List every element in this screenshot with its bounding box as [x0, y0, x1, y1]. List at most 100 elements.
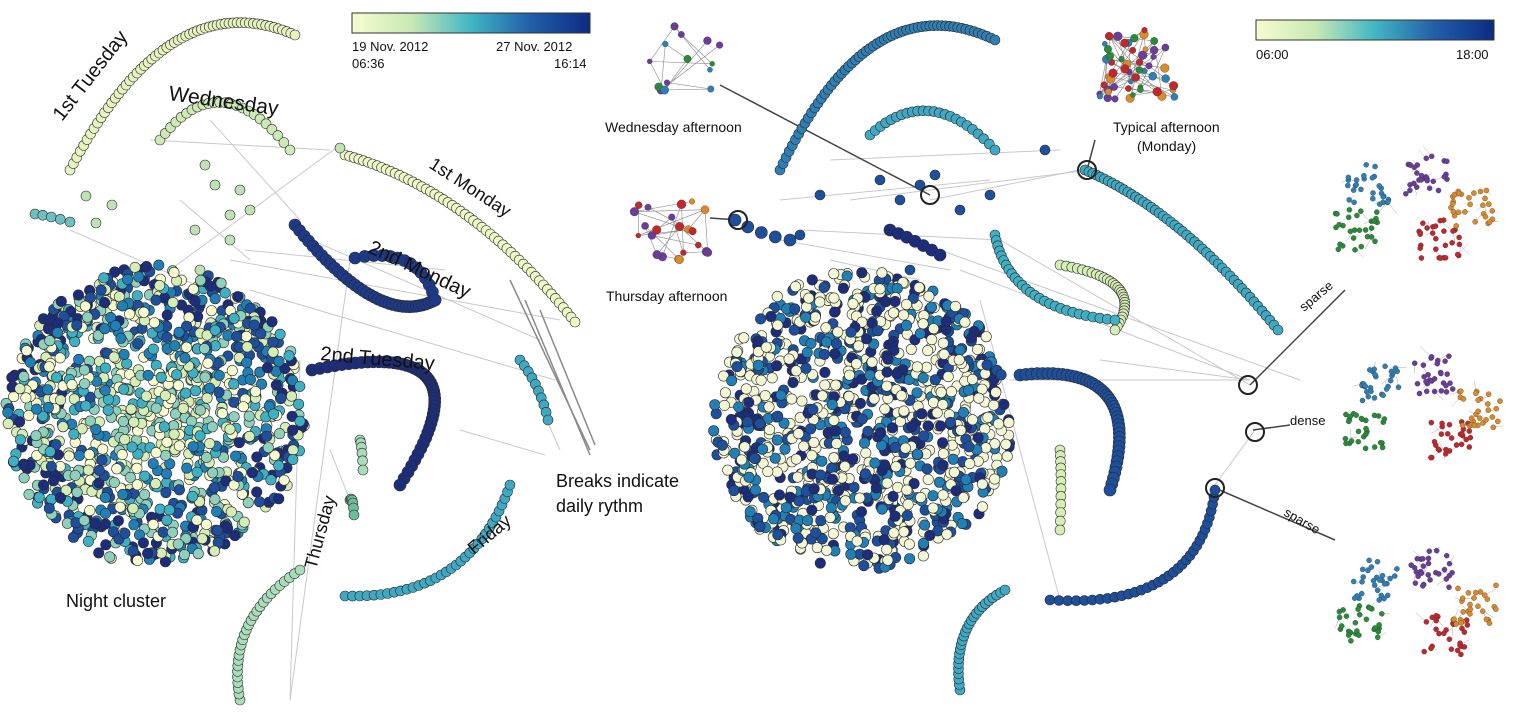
right-cluster-node: [937, 437, 949, 449]
small-node: [106, 199, 118, 211]
night-cluster-node: [54, 352, 66, 364]
right-cluster-node: [773, 489, 785, 501]
label-wednesday-afternoon: Wednesday afternoon: [605, 119, 742, 135]
night-cluster-node: [121, 358, 133, 370]
community-node-sparse-bottom: [1387, 575, 1393, 582]
community-node-sparse-bottom: [1356, 611, 1363, 618]
highlight-ring: [1205, 478, 1225, 498]
nodes-layer: [0, 17, 1503, 706]
community-node-sparse-bottom: [1356, 632, 1362, 638]
community-node-sparse-top: [1442, 255, 1449, 261]
edge: [779, 179, 991, 201]
right-cluster-node: [731, 361, 743, 373]
mini-edge: [644, 225, 658, 255]
edge: [459, 429, 546, 456]
community-node-sparse-top: [1346, 197, 1352, 203]
community-node-dense: [1439, 420, 1445, 427]
right-cluster-node: [996, 465, 1008, 477]
right-cluster-node: [881, 543, 893, 555]
right-cluster-node: [719, 387, 731, 399]
typical-afternoon-node: [1120, 64, 1130, 74]
night-cluster-node: [161, 331, 173, 343]
community-node-sparse-top: [1423, 155, 1430, 162]
night-cluster-node: [44, 446, 56, 458]
night-cluster-node: [237, 401, 249, 413]
community-node-sparse-bottom: [1461, 629, 1468, 635]
night-cluster-node: [161, 468, 173, 480]
night-cluster-node: [287, 444, 299, 456]
wednesday-afternoon-node: [716, 41, 724, 49]
community-node-sparse-bottom: [1467, 611, 1473, 617]
community-node-dense: [1363, 431, 1369, 437]
night-cluster-node: [241, 357, 253, 369]
right-cluster-node: [911, 361, 923, 373]
night-cluster-node: [112, 515, 124, 527]
thursday-afternoon-node: [641, 222, 649, 230]
community-node-dense: [1475, 397, 1481, 403]
highlight-ring: [920, 185, 940, 205]
community-node-sparse-bottom: [1433, 547, 1440, 554]
community-node-dense: [1493, 405, 1500, 412]
right-cluster-node: [931, 407, 943, 419]
night-cluster-node: [228, 312, 240, 324]
wednesday-afternoon-node: [660, 85, 669, 95]
community-node-sparse-top: [1361, 172, 1367, 179]
community-node-sparse-bottom: [1367, 605, 1373, 611]
mini-edge: [665, 43, 688, 60]
community-node-dense: [1428, 419, 1435, 426]
right-cluster-node: [839, 426, 851, 438]
right-cluster-node: [841, 270, 853, 282]
mini-edge: [1106, 58, 1165, 69]
label-breaks-line2: daily rythm: [556, 496, 643, 516]
thursday-afternoon-node: [652, 225, 662, 235]
night-cluster-node: [148, 317, 160, 329]
night-cluster-node: [173, 326, 185, 338]
community-node-sparse-bottom: [1458, 651, 1464, 658]
right-cluster-node: [889, 295, 901, 307]
night-cluster-node: [37, 410, 49, 422]
right-cluster-node: [860, 447, 872, 459]
night-cluster-node: [229, 530, 241, 542]
right-cluster-node: [926, 334, 938, 346]
community-node-sparse-bottom: [1453, 621, 1459, 627]
community-node-dense: [1434, 360, 1441, 367]
left-colorbar-end-date: 27 Nov. 2012: [496, 39, 573, 54]
right-cluster-node: [807, 403, 819, 415]
night-cluster-node: [233, 437, 245, 449]
right-cluster-node: [866, 317, 878, 329]
community-node-sparse-bottom: [1428, 645, 1434, 652]
community-node-sparse-bottom: [1429, 614, 1436, 621]
right-cluster-node: [927, 490, 939, 502]
community-node-dense: [1458, 388, 1464, 394]
night-cluster-node: [55, 295, 67, 307]
wednesday-afternoon-node: [709, 61, 715, 67]
night-cluster-node: [199, 343, 211, 355]
right-cluster-node: [917, 550, 929, 562]
night-cluster-node: [93, 477, 105, 489]
night-cluster-node: [68, 531, 80, 543]
community-node-dense: [1471, 422, 1478, 429]
night-cluster-node: [250, 386, 262, 398]
community-node-sparse-top: [1337, 241, 1343, 248]
community-node-dense: [1458, 441, 1465, 448]
right-cluster-node: [887, 335, 899, 347]
night-cluster-node: [286, 390, 298, 402]
right-cluster-node: [998, 398, 1010, 410]
community-node-sparse-bottom: [1359, 566, 1366, 573]
night-cluster-node: [133, 271, 145, 283]
night-cluster-node: [172, 538, 184, 550]
night-cluster-node: [275, 392, 287, 404]
right-cluster-node: [906, 421, 918, 433]
right-cluster-node: [944, 416, 956, 428]
night-cluster-node: [209, 324, 221, 336]
night-cluster-node: [18, 370, 30, 382]
small-node: [199, 159, 211, 171]
right-cluster-node: [966, 414, 978, 426]
community-node-dense: [1355, 428, 1362, 435]
right-cluster-node: [990, 386, 1002, 398]
community-node-sparse-bottom: [1459, 595, 1466, 601]
community-node-sparse-top: [1358, 186, 1364, 193]
community-node-dense: [1380, 392, 1386, 399]
night-cluster-node: [117, 300, 129, 312]
right-cluster-node: [731, 346, 743, 358]
